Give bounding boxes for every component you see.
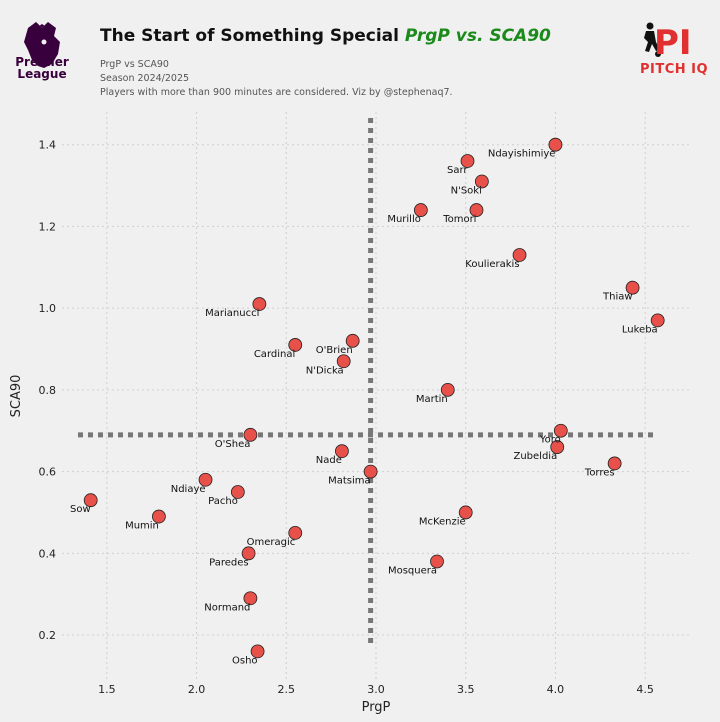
point-label: O'Brien — [316, 345, 353, 356]
data-point — [288, 525, 303, 540]
point-label: Koulierakis — [465, 259, 519, 270]
point-label: McKenzie — [419, 516, 466, 527]
y-axis-label: SCA90 — [9, 375, 24, 418]
data-point — [363, 464, 378, 479]
data-point — [230, 485, 245, 499]
data-point — [345, 333, 360, 348]
data-point — [336, 354, 351, 369]
point-label: Torres — [584, 467, 615, 478]
data-point — [550, 440, 565, 454]
data-point — [288, 338, 303, 352]
data-point — [243, 427, 258, 442]
y-tick-label: 1.0 — [39, 302, 57, 315]
data-point — [548, 137, 563, 152]
title-accent: PrgP vs. SCA90 — [404, 26, 551, 46]
point-label: Cardinal — [254, 349, 295, 360]
data-points — [83, 137, 665, 659]
point-label: Paredes — [209, 557, 248, 568]
y-tick-label: 0.2 — [39, 629, 57, 642]
point-labels: Ndayishimiye Sarr N'Soki Murillo Tomori Kouli… — [70, 149, 658, 667]
y-tick-label: 0.4 — [39, 547, 57, 560]
premier-league-lion-icon — [24, 22, 60, 68]
point-label: N'Soki — [451, 185, 482, 196]
point-label: Nade — [316, 455, 342, 466]
data-point — [474, 174, 489, 189]
pitch-iq-logo-icon: PI — [644, 22, 692, 63]
x-tick-label: 1.5 — [98, 683, 116, 696]
data-point — [650, 313, 665, 328]
point-label: Pacho — [208, 496, 238, 507]
tick-labels: 1.5 2.0 2.5 3.0 3.5 4.0 4.5 0.2 0.4 0.6 0.8 1.0 1.2 1… — [39, 139, 654, 696]
median-lines — [78, 118, 655, 648]
point-label: Ndiaye — [171, 484, 206, 495]
data-point — [252, 297, 267, 311]
point-label: Sarr — [447, 165, 468, 176]
x-tick-label: 3.0 — [367, 683, 385, 696]
point-label: Martin — [416, 394, 448, 405]
header: Premier League The Start of Something Sp… — [0, 0, 720, 110]
data-point — [241, 546, 256, 561]
point-label: Zubeldia — [513, 451, 557, 462]
league-logo-text: Premier League — [15, 55, 69, 81]
point-label: Matsima — [328, 476, 371, 487]
data-point — [553, 423, 568, 438]
chart-title: The Start of Something Special PrgP vs. … — [100, 26, 551, 46]
data-point — [198, 472, 213, 487]
x-tick-label: 2.0 — [188, 683, 206, 696]
data-point — [250, 644, 265, 659]
point-label: Thiaw — [602, 292, 633, 303]
point-label: Mosquera — [388, 565, 437, 576]
data-point — [413, 203, 428, 217]
data-point — [243, 591, 258, 606]
data-point — [430, 554, 444, 569]
point-label: Sow — [70, 504, 91, 515]
point-label: Osho — [232, 655, 258, 666]
data-point — [83, 493, 98, 508]
y-tick-label: 1.2 — [39, 220, 57, 233]
data-point — [469, 203, 484, 217]
x-tick-label: 3.5 — [457, 683, 475, 696]
data-point — [335, 444, 349, 459]
brand-mark: PI — [654, 23, 692, 63]
x-tick-label: 2.5 — [278, 683, 296, 696]
x-tick-label: 4.5 — [636, 683, 654, 696]
point-label: Ndayishimiye — [488, 149, 556, 160]
data-point — [625, 280, 640, 295]
data-point — [460, 154, 475, 168]
point-label: Mumin — [125, 521, 159, 532]
point-label: Yoro — [539, 435, 561, 446]
x-axis-label: PrgP — [362, 700, 391, 715]
y-tick-label: 0.6 — [39, 466, 57, 479]
brand-text: PITCH IQ — [640, 62, 709, 77]
point-label: Murillo — [387, 214, 421, 225]
y-tick-label: 0.8 — [39, 384, 57, 397]
point-label: N'Dicka — [306, 365, 344, 376]
x-tick-label: 4.0 — [547, 683, 565, 696]
data-point — [607, 456, 622, 471]
point-label: Tomori — [442, 214, 476, 225]
point-label: O'Shea — [215, 439, 251, 450]
data-point — [458, 505, 473, 520]
title-main: The Start of Something Special — [100, 26, 405, 46]
point-label: Marianucci — [205, 308, 259, 319]
gridlines — [62, 112, 690, 680]
subtitle-season: Season 2024/2025 — [100, 73, 190, 84]
subtitle-note: Players with more than 900 minutes are c… — [100, 87, 453, 98]
point-label: Lukeba — [622, 324, 658, 335]
data-point — [512, 248, 527, 262]
data-point — [440, 382, 455, 397]
point-label: Normand — [204, 602, 250, 613]
subtitle-metric: PrgP vs SCA90 — [100, 59, 169, 70]
point-label: Omeragic — [247, 537, 296, 548]
y-tick-label: 1.4 — [39, 139, 57, 152]
data-point — [151, 509, 166, 524]
